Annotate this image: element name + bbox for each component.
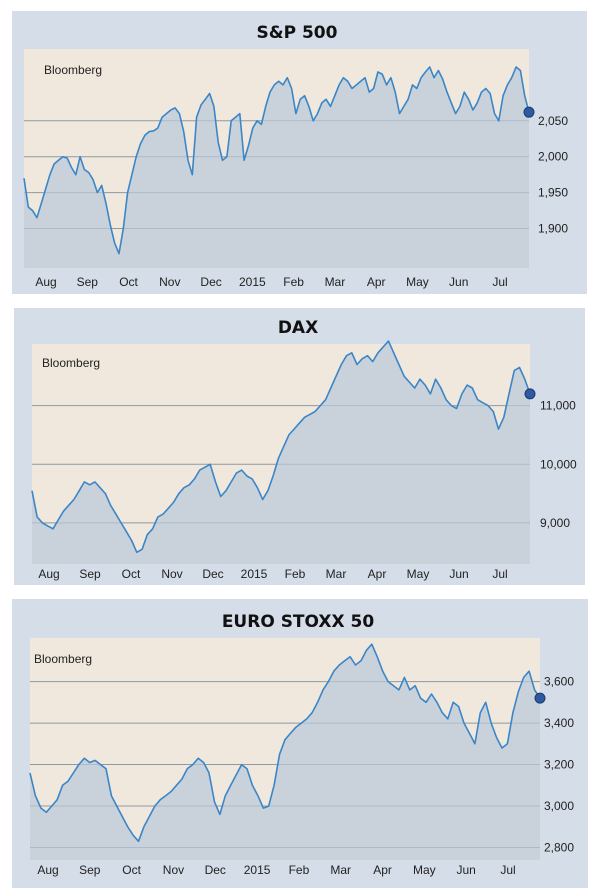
panel-sp500-x-tick-label: Sep xyxy=(77,275,99,289)
panel-sp500-x-tick-label: Dec xyxy=(200,275,221,289)
panel-eurostoxx-title: EURO STOXX 50 xyxy=(222,612,375,632)
panel-sp500-y-tick-label: 1,900 xyxy=(538,222,568,236)
panel-sp500: S&P 500 Bloomberg 1,900 1,950 2,000 2,050 A… xyxy=(12,11,587,294)
panel-eurostoxx: EURO STOXX 50 Bloomberg 2,800 3,000 3,200 3… xyxy=(12,599,588,888)
panel-dax-title: DAX xyxy=(278,318,318,338)
panel-sp500-x-tick-label: Mar xyxy=(325,275,346,289)
panel-sp500-y-tick-label: 1,950 xyxy=(538,186,568,200)
panel-eurostoxx-y-axis: 2,800 3,000 3,200 3,400 3,600 xyxy=(544,675,574,855)
panel-eurostoxx-endpoint-marker xyxy=(534,692,546,704)
panel-dax-y-axis: 9,000 10,000 11,000 xyxy=(540,399,577,530)
panel-sp500-y-tick-label: 2,050 xyxy=(538,114,568,128)
panel-sp500-x-axis: Aug Sep Oct Nov Dec 2015 Feb Mar Apr May Jun Jul xyxy=(35,275,507,289)
panel-sp500-title: S&P 500 xyxy=(257,23,338,43)
panel-eurostoxx-y-tick-label: 3,400 xyxy=(544,716,574,730)
panel-dax-source: Bloomberg xyxy=(42,356,100,370)
panel-eurostoxx-area xyxy=(30,644,540,860)
panel-sp500-x-tick-label: 2015 xyxy=(239,275,266,289)
panel-dax-x-tick-label: Sep xyxy=(79,567,101,581)
panel-sp500-y-axis: 1,900 1,950 2,000 2,050 xyxy=(538,114,568,236)
panel-dax-area xyxy=(32,341,530,564)
panel-eurostoxx-y-tick-label: 3,000 xyxy=(544,799,574,813)
panel-eurostoxx-source: Bloomberg xyxy=(34,652,92,666)
panel-sp500-x-tick-label: May xyxy=(406,275,429,289)
panel-eurostoxx-x-tick-label: May xyxy=(413,863,436,877)
panel-dax-endpoint-marker xyxy=(524,388,536,400)
panel-dax-x-tick-label: Oct xyxy=(122,567,141,581)
panel-dax: DAX Bloomberg 9,000 10,000 11,000 Aug Sep Oc… xyxy=(14,308,585,585)
panel-eurostoxx-x-tick-label: Jul xyxy=(500,863,515,877)
panel-dax-y-tick-label: 11,000 xyxy=(540,399,576,413)
panel-dax-x-tick-label: Aug xyxy=(38,567,59,581)
panel-eurostoxx-x-tick-label: Dec xyxy=(205,863,226,877)
panel-dax-line xyxy=(31,340,531,554)
panel-dax-x-tick-label: Jul xyxy=(492,567,507,581)
panel-dax-x-tick-label: 2015 xyxy=(241,567,268,581)
panel-dax-x-tick-label: Dec xyxy=(202,567,223,581)
panel-dax-y-tick-label: 9,000 xyxy=(540,516,570,530)
panel-sp500-source: Bloomberg xyxy=(44,63,102,77)
panel-eurostoxx-x-tick-label: Mar xyxy=(330,863,351,877)
panel-sp500-x-tick-label: Jun xyxy=(449,275,468,289)
panel-sp500-x-tick-label: Oct xyxy=(119,275,138,289)
panel-sp500-x-tick-label: Jul xyxy=(492,275,507,289)
panel-dax-x-tick-label: Jun xyxy=(449,567,468,581)
panel-sp500-x-tick-label: Nov xyxy=(159,275,180,289)
panel-dax-x-tick-label: Nov xyxy=(161,567,182,581)
panel-sp500-endpoint-marker xyxy=(523,106,535,118)
panel-eurostoxx-x-tick-label: Apr xyxy=(373,863,392,877)
panel-sp500-x-tick-label: Apr xyxy=(367,275,386,289)
panel-eurostoxx-x-tick-label: Sep xyxy=(79,863,101,877)
panel-sp500-x-tick-label: Aug xyxy=(35,275,56,289)
panel-eurostoxx-x-tick-label: Nov xyxy=(163,863,184,877)
panel-eurostoxx-y-tick-label: 3,200 xyxy=(544,758,574,772)
panel-dax-x-tick-label: Mar xyxy=(326,567,347,581)
panel-dax-x-tick-label: Apr xyxy=(368,567,387,581)
panel-dax-x-tick-label: Feb xyxy=(285,567,306,581)
panel-dax-x-tick-label: May xyxy=(407,567,430,581)
panel-eurostoxx-x-tick-label: 2015 xyxy=(244,863,271,877)
panel-eurostoxx-x-axis: Aug Sep Oct Nov Dec 2015 Feb Mar Apr May Jun Jul xyxy=(37,863,515,877)
panel-eurostoxx-x-tick-label: Aug xyxy=(37,863,58,877)
panel-sp500-line xyxy=(23,66,530,255)
panel-eurostoxx-x-tick-label: Feb xyxy=(289,863,310,877)
panel-eurostoxx-x-tick-label: Oct xyxy=(122,863,141,877)
panel-eurostoxx-y-tick-label: 3,600 xyxy=(544,675,574,689)
panel-sp500-area xyxy=(24,67,529,268)
panel-eurostoxx-line xyxy=(29,643,541,843)
panel-sp500-y-tick-label: 2,000 xyxy=(538,150,568,164)
panel-eurostoxx-y-tick-label: 2,800 xyxy=(544,841,574,855)
panel-eurostoxx-x-tick-label: Jun xyxy=(457,863,476,877)
panel-dax-y-tick-label: 10,000 xyxy=(540,457,577,471)
panel-sp500-x-tick-label: Feb xyxy=(283,275,304,289)
panel-dax-x-axis: Aug Sep Oct Nov Dec 2015 Feb Mar Apr May Jun Jul xyxy=(38,567,507,581)
